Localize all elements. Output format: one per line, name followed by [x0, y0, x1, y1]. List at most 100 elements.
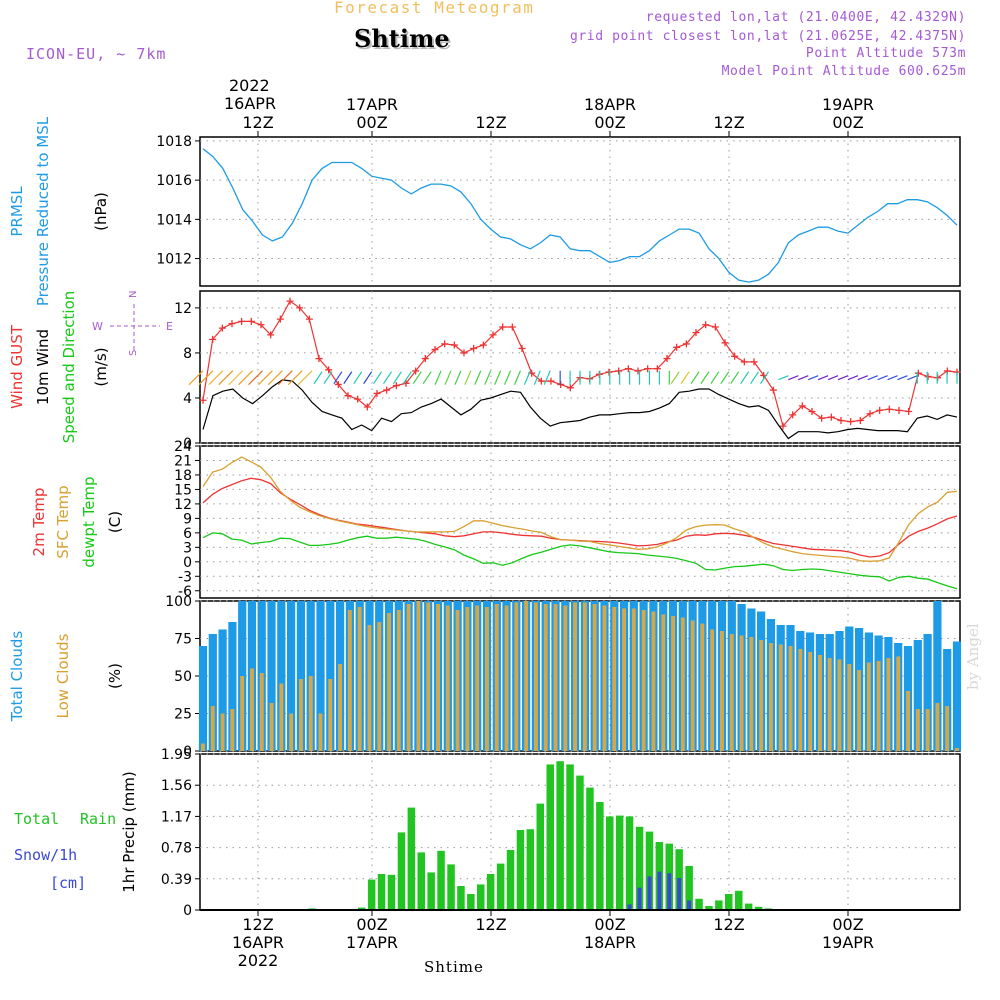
gust-marker [460, 349, 468, 357]
y-tick-label: 0.39 [161, 872, 192, 888]
y-axis-title: PRMSL [8, 186, 26, 237]
gust-marker [334, 380, 342, 388]
gust-marker [847, 418, 855, 426]
low-cloud-bar [690, 620, 695, 751]
wind-direction-arrow [750, 371, 760, 385]
low-cloud-bar [210, 706, 215, 751]
y-tick-label: 8 [183, 346, 192, 362]
low-cloud-bar [915, 709, 920, 751]
rain-legend-label-2: Rain [80, 810, 116, 828]
total-cloud-bar [218, 629, 227, 751]
low-cloud-bar [739, 635, 744, 751]
snow-legend-label: Snow/1h [14, 846, 77, 864]
low-cloud-bar [445, 605, 450, 751]
gust-marker [876, 406, 884, 414]
low-cloud-bar [475, 605, 480, 751]
low-cloud-bar [837, 659, 842, 751]
gust-marker [276, 315, 284, 323]
wind-direction-arrow [373, 371, 383, 385]
rain-bar [685, 866, 693, 910]
rain-bar [615, 815, 624, 910]
wind-direction-arrow [690, 371, 700, 385]
gust-marker [779, 422, 787, 430]
total-cloud-bar [228, 622, 237, 751]
y-tick-label: 1014 [156, 212, 192, 228]
bottom-axis-year: 2022 [238, 951, 279, 970]
wind-direction-arrow [760, 371, 769, 385]
rain-bar [625, 816, 634, 910]
low-cloud-bar [749, 637, 754, 751]
low-cloud-bar [269, 703, 274, 751]
gust-marker [682, 340, 690, 348]
low-cloud-bar [494, 604, 499, 751]
gust-marker [702, 321, 710, 329]
low-cloud-bar [700, 623, 705, 751]
gust-marker [267, 331, 275, 339]
wind-direction-arrow [700, 371, 710, 385]
y-axis-title: dewpt Temp [80, 476, 98, 567]
low-cloud-bar [641, 610, 646, 751]
low-cloud-bar [769, 643, 773, 751]
gust-line [202, 300, 958, 428]
low-cloud-bar [524, 601, 529, 751]
gust-marker [392, 382, 400, 390]
low-cloud-bar [485, 607, 489, 751]
gust-marker [537, 377, 545, 385]
total-cloud-bar [267, 601, 276, 751]
rain-bar [467, 894, 475, 910]
gust-marker [441, 340, 449, 348]
rain-bar [417, 852, 425, 910]
wind-direction-arrow [464, 370, 472, 385]
rain-bar [486, 874, 495, 910]
y-axis-title: 10m Wind [34, 329, 52, 405]
wind-direction-arrow [543, 370, 551, 385]
gust-marker [199, 396, 207, 404]
low-cloud-bar [592, 604, 597, 751]
y-tick-label: 25 [174, 707, 192, 723]
gust-marker [711, 323, 719, 331]
low-cloud-bar [582, 602, 587, 751]
y-tick-label: 1018 [156, 134, 192, 150]
panel-clouds: 0 25 50 75 100 Total Clouds Low Clouds (%) [8, 594, 962, 760]
rain-legend-label: Total [14, 810, 59, 828]
low-cloud-bar [250, 668, 254, 751]
low-cloud-bar [818, 655, 822, 751]
rain-bar [377, 874, 386, 910]
gust-marker [479, 341, 487, 349]
wind-direction-arrow [798, 375, 809, 381]
gust-marker [808, 407, 816, 415]
total-cloud-bar [277, 601, 286, 751]
wind-direction-arrow [494, 370, 502, 385]
bottom-axis-time: 00Z [594, 915, 625, 934]
gust-marker [653, 365, 661, 373]
wind-direction-arrow [827, 375, 839, 381]
total-cloud-bar [943, 649, 952, 751]
gust-marker [489, 331, 497, 339]
top-axis-time: 12Z [475, 113, 506, 132]
top-axis-time: 00Z [356, 113, 387, 132]
wind-direction-arrow [533, 370, 541, 385]
y-tick-label: 12 [174, 497, 192, 513]
wind-direction-arrow [778, 375, 789, 381]
gust-marker [315, 355, 323, 363]
gust-marker [325, 366, 333, 374]
wind-direction-arrow [267, 370, 283, 386]
wind-direction-arrow [867, 375, 878, 381]
low-cloud-bar [259, 673, 264, 751]
wind-direction-arrow [287, 370, 303, 386]
gust-marker [885, 405, 893, 413]
low-cloud-bar [367, 625, 372, 751]
rain-bar [556, 761, 564, 910]
top-axis-time: 12Z [713, 113, 744, 132]
low-cloud-bar [465, 607, 470, 751]
gust-marker [914, 369, 922, 377]
wind-direction-arrow [218, 370, 234, 386]
gust-marker [354, 395, 362, 403]
low-cloud-bar [661, 614, 666, 751]
total-cloud-bar [296, 601, 305, 751]
low-cloud-bar [279, 683, 284, 751]
gust-marker [644, 365, 652, 373]
wind-direction-arrow [383, 371, 392, 385]
low-cloud-bar [387, 613, 391, 751]
